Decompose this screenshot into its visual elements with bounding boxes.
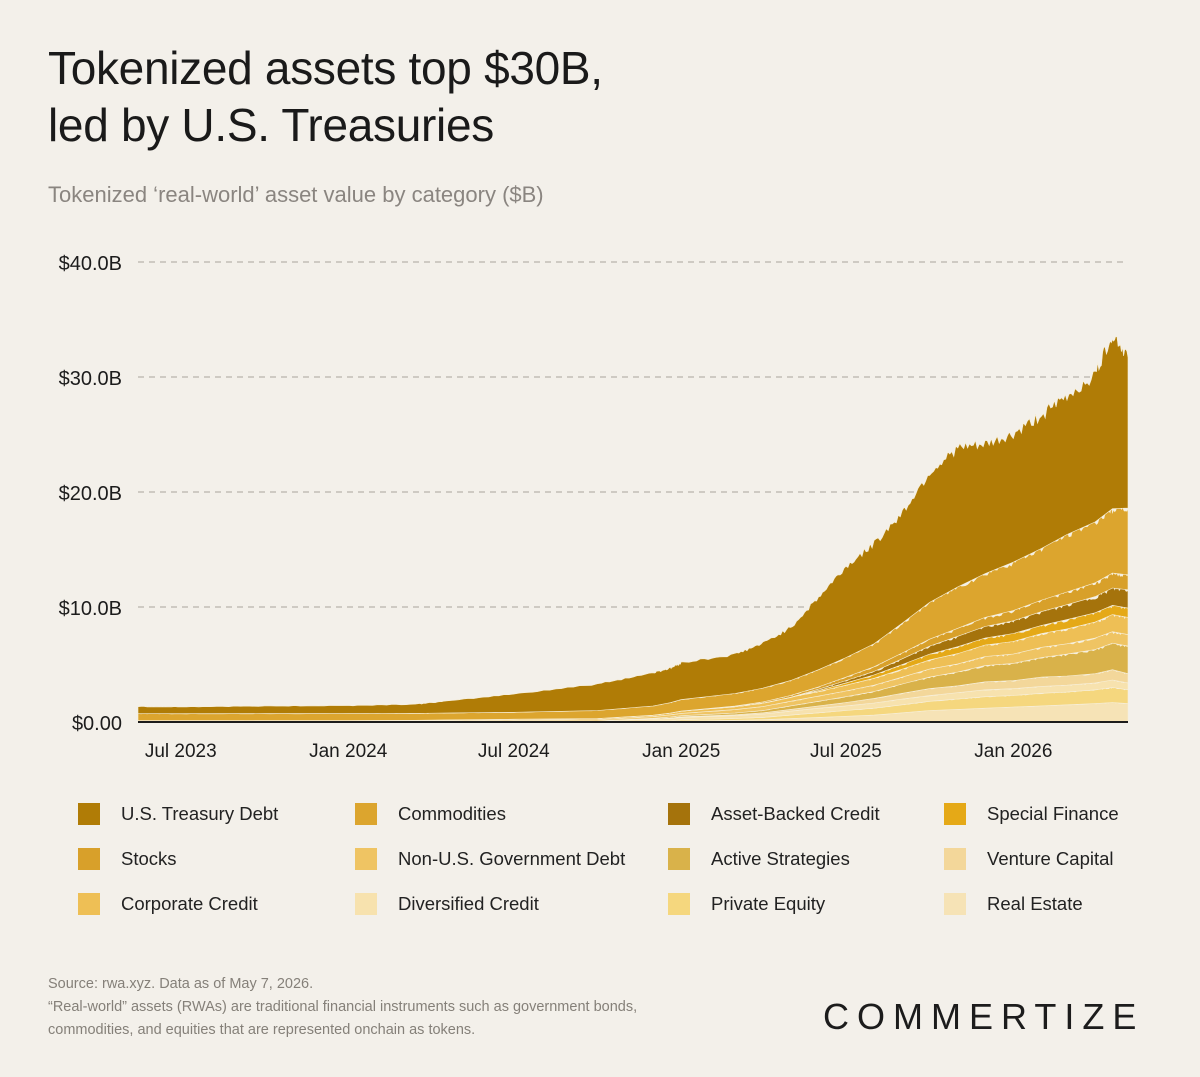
legend-label: Asset-Backed Credit [711, 802, 880, 824]
chart-title: Tokenized assets top $30B, led by U.S. T… [48, 40, 1148, 154]
brand-logo: COMMERTIZE [823, 996, 1145, 1037]
x-tick-label: Jan 2024 [309, 741, 388, 762]
y-tick-label: $40.0B [59, 253, 122, 275]
legend-item: Commodities [355, 800, 668, 827]
area-u-s-treasury-debt [137, 335, 1129, 714]
chart-subtitle: Tokenized ‘real-world’ asset value by ca… [48, 182, 544, 207]
footer-notes: Source: rwa.xyz. Data as of May 7, 2026.… [48, 973, 748, 1042]
legend-swatch [78, 802, 100, 825]
source-note: Source: rwa.xyz. Data as of May 7, 2026. [48, 976, 314, 992]
legend-item: Real Estate [944, 890, 1158, 917]
legend-swatch [944, 802, 966, 825]
chart-title-line-1: Tokenized assets top $30B, [48, 42, 603, 94]
legend-label: Corporate Credit [121, 892, 258, 914]
x-tick-label: Jul 2024 [478, 741, 550, 762]
legend-swatch [668, 802, 690, 825]
legend-swatch [944, 847, 966, 870]
x-tick-label: Jan 2026 [974, 741, 1052, 762]
y-tick-label: $10.0B [59, 598, 122, 620]
legend-swatch [355, 892, 377, 915]
chart-legend: U.S. Treasury Debt Commodities Asset-Backe… [78, 800, 1158, 917]
definition-note-line-2: commodities, and equities that are repre… [48, 1022, 476, 1038]
legend-label: Commodities [398, 802, 506, 824]
legend-item: Stocks [78, 845, 355, 872]
legend-item: Private Equity [668, 890, 944, 917]
y-tick-label: $30.0B [59, 368, 122, 390]
legend-label: U.S. Treasury Debt [121, 802, 279, 824]
legend-swatch [668, 892, 690, 915]
legend-label: Non-U.S. Government Debt [398, 847, 626, 869]
y-tick-label: $0.00 [72, 713, 122, 735]
legend-label: Private Equity [711, 892, 826, 914]
legend-item: Asset-Backed Credit [668, 800, 944, 827]
stacked-area-chart: $0.00 $10.0B $20.0B $30.0B $40.0B Jul 2023 Jan… [59, 253, 1129, 762]
x-tick-label: Jul 2025 [810, 741, 882, 762]
legend-swatch [668, 847, 690, 870]
legend-swatch [78, 847, 100, 870]
chart-title-line-2: led by U.S. Treasuries [48, 99, 494, 151]
legend-label: Real Estate [987, 892, 1083, 914]
legend-item: Non-U.S. Government Debt [355, 845, 668, 872]
legend-swatch [355, 847, 377, 870]
definition-note-line-1: “Real-world” assets (RWAs) are tradition… [48, 999, 638, 1015]
legend-label: Venture Capital [987, 847, 1114, 869]
legend-label: Stocks [121, 847, 177, 869]
legend-swatch [944, 892, 966, 915]
x-tick-label: Jan 2025 [642, 741, 720, 762]
legend-label: Diversified Credit [398, 892, 539, 914]
legend-item: Special Finance [944, 800, 1158, 827]
legend-label: Special Finance [987, 802, 1119, 824]
legend-swatch [355, 802, 377, 825]
y-tick-label: $20.0B [59, 483, 122, 505]
legend-item: Active Strategies [668, 845, 944, 872]
legend-label: Active Strategies [711, 847, 850, 869]
legend-item: Corporate Credit [78, 890, 355, 917]
legend-item: U.S. Treasury Debt [78, 800, 355, 827]
legend-item: Venture Capital [944, 845, 1158, 872]
legend-swatch [78, 892, 100, 915]
x-tick-label: Jul 2023 [145, 741, 217, 762]
legend-item: Diversified Credit [355, 890, 668, 917]
